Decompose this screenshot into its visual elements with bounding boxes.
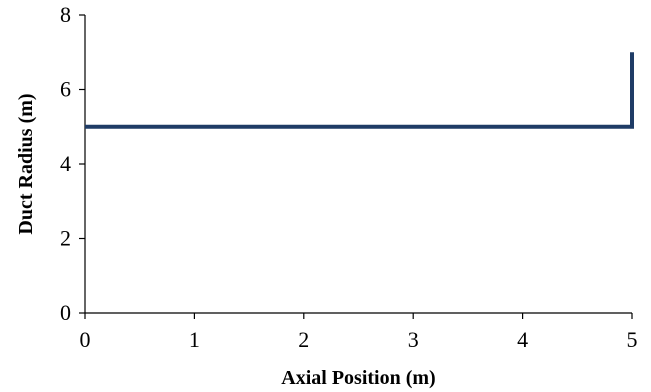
y-tick-label: 4 [60,151,71,176]
x-axis-title: Axial Position (m) [281,367,435,389]
plot-area: 0 2 4 6 8 0 1 2 3 4 5 [60,2,638,352]
y-tick-label: 8 [60,2,71,27]
x-axis-ticks: 0 1 2 3 4 5 [80,313,638,352]
x-tick-label: 0 [80,327,91,352]
y-tick-label: 2 [60,226,71,251]
y-axis-title: Duct Radius (m) [15,93,37,234]
x-tick-label: 2 [298,327,309,352]
x-tick-label: 1 [189,327,200,352]
y-tick-label: 6 [60,77,71,102]
x-tick-label: 5 [627,327,638,352]
x-tick-label: 4 [517,327,528,352]
series-layer [85,52,634,129]
y-tick-label: 0 [60,300,71,325]
duct-radius-series-line [85,52,634,129]
x-tick-label: 3 [408,327,419,352]
y-axis-ticks: 0 2 4 6 8 [60,2,85,325]
